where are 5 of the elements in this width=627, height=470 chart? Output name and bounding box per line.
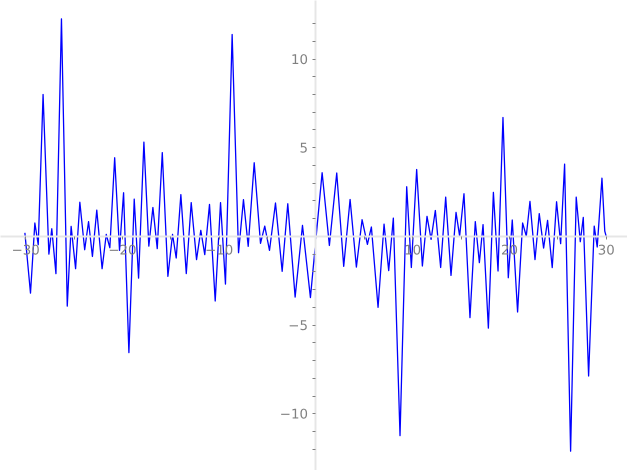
x-tick-label: 30 xyxy=(598,243,615,258)
y-tick-label: −10 xyxy=(280,408,308,423)
y-tick-label: 10 xyxy=(290,53,308,68)
y-tick-label: 5 xyxy=(299,142,308,157)
y-tick-label: −5 xyxy=(288,319,308,334)
